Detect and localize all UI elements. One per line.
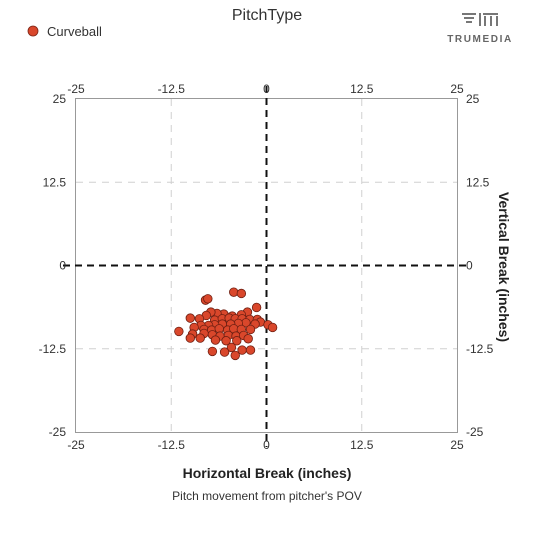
x-tick-top-1: -12.5	[158, 82, 186, 96]
chart-subtitle: Pitch movement from pitcher's POV	[172, 489, 362, 503]
data-point-0-3	[236, 288, 247, 299]
y-tick-right-3: -12.5	[466, 342, 494, 356]
y-tick-left-4: -25	[49, 425, 67, 439]
x-tick-top-4: 25	[450, 82, 464, 96]
x-tick-bottom-0: -25	[67, 438, 85, 452]
y-tick-left-0: 25	[53, 92, 67, 106]
data-point-0-2	[229, 287, 239, 297]
x-tick-bottom-2: 0	[263, 438, 270, 452]
data-point-0-57	[219, 347, 230, 357]
x-axis-label: Horizontal Break (inches)	[183, 465, 352, 481]
data-point-0-4	[251, 302, 262, 313]
x-tick-bottom-3: 12.5	[350, 438, 374, 452]
y-tick-left-1: 12.5	[43, 175, 67, 189]
data-point-0-40	[174, 326, 184, 337]
data-point-0-58	[230, 350, 240, 361]
data-point-0-52	[232, 336, 242, 346]
data-point-0-50	[210, 335, 221, 345]
chart-title: PitchType	[232, 7, 302, 24]
legend-marker-curveball	[27, 25, 39, 37]
data-point-0-49	[195, 333, 205, 343]
data-point-0-56	[207, 346, 218, 357]
x-tick-bottom-4: 25	[450, 438, 464, 452]
data-point-0-12	[185, 313, 196, 323]
tm-logo-icon	[462, 13, 498, 26]
grid	[76, 99, 457, 432]
zero-lines	[63, 86, 470, 447]
data-point-0-37	[245, 324, 256, 335]
data-point-0-59	[245, 345, 256, 355]
y-tick-right-4: -25	[466, 425, 484, 439]
y-tick-right-1: 12.5	[466, 175, 490, 189]
x-tick-top-0: -25	[67, 82, 85, 96]
x-tick-bottom-1: -12.5	[158, 438, 186, 452]
x-tick-top-2: 0	[263, 82, 270, 96]
data-point-0-54	[226, 342, 237, 353]
data-point-0-51	[221, 336, 231, 346]
brand-name: TRUMEDIA	[447, 34, 513, 45]
data-point-0-1	[203, 294, 213, 304]
brand-logo: TRUMEDIA	[447, 13, 513, 45]
legend[interactable]: Curveball	[27, 24, 102, 39]
legend-label-curveball: Curveball	[47, 24, 102, 39]
data-points	[174, 287, 278, 361]
y-tick-left-3: -12.5	[39, 342, 67, 356]
y-axis-label: Vertical Break (inches)	[496, 192, 512, 342]
y-tick-left-2: 0	[59, 259, 66, 273]
data-point-0-53	[243, 334, 253, 344]
x-tick-top-3: 12.5	[350, 82, 374, 96]
y-tick-right-0: 25	[466, 92, 480, 106]
y-tick-right-2: 0	[466, 259, 473, 273]
data-point-0-48	[185, 333, 196, 343]
data-point-0-39	[267, 322, 278, 333]
